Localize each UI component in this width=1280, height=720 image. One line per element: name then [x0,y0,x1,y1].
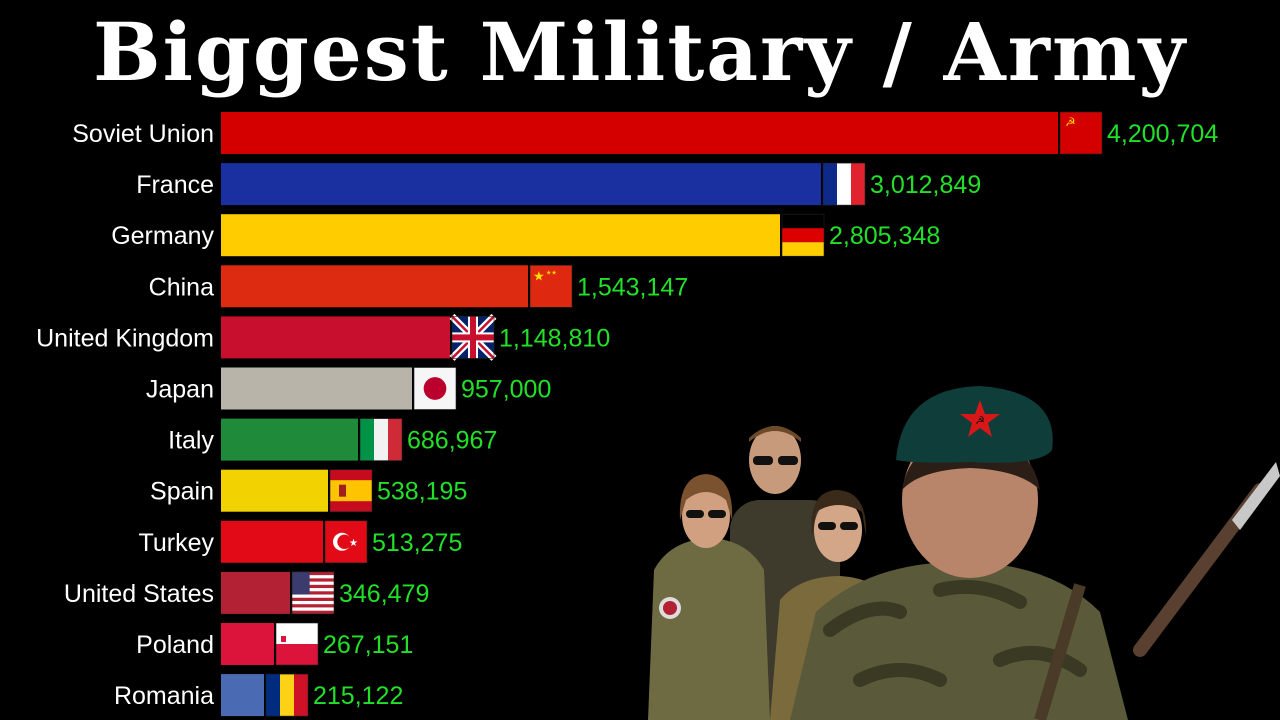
bar-france [221,163,821,206]
soldier-front: ☭ [790,386,1128,720]
category-label-united-states: United States [64,580,214,608]
bar-china [221,265,528,308]
chart-title: Biggest Military / Army [92,5,1188,99]
soldier-left [648,474,770,720]
value-label-spain: 538,195 [377,478,467,506]
value-label-japan: 957,000 [461,376,551,404]
japan-flag-icon [413,367,457,410]
svg-text:★: ★ [533,269,545,284]
value-label-united-states: 346,479 [339,580,429,608]
value-label-france: 3,012,849 [870,171,981,199]
bar-soviet-union [221,112,1058,154]
poland-flag-icon [275,622,319,666]
svg-text:★: ★ [349,538,358,549]
category-label-turkey: Turkey [139,529,215,557]
united-kingdom-flag-icon [449,313,497,361]
value-label-united-kingdom: 1,148,810 [499,324,610,352]
value-label-romania: 215,122 [313,682,403,710]
value-label-italy: 686,967 [407,427,497,455]
category-label-soviet-union: Soviet Union [72,120,214,148]
france-flag-icon [822,162,866,206]
italy-flag-icon [359,418,403,461]
bar-japan [221,367,412,410]
value-label-china: 1,543,147 [577,273,688,301]
soviet-union-flag-icon: ☭ [1059,111,1103,155]
category-label-spain: Spain [150,478,214,506]
bar-united-kingdom [221,316,450,359]
bar-italy [221,418,358,461]
bar-poland [221,623,274,665]
category-label-germany: Germany [111,222,214,250]
bar-turkey [221,520,323,563]
soldiers-photo: ☭ [648,386,1280,720]
rifle-icon [1133,462,1280,657]
bar-united-states [221,571,290,614]
spain-flag-icon [329,469,373,513]
germany-flag-icon [781,213,825,257]
category-label-romania: Romania [114,682,214,710]
value-label-soviet-union: 4,200,704 [1107,120,1218,148]
china-flag-icon: ★ ★★ [529,264,573,308]
category-label-japan: Japan [146,376,214,404]
bar-spain [221,469,328,512]
value-label-poland: 267,151 [323,631,413,659]
turkey-flag-icon: ★ [324,520,368,564]
svg-text:☭: ☭ [1065,115,1076,129]
bar-romania [221,674,264,717]
category-label-italy: Italy [168,427,214,455]
category-label-france: France [136,171,214,199]
united-states-flag-icon [291,571,335,615]
romania-flag-icon [265,673,309,717]
category-label-poland: Poland [136,631,214,659]
category-label-united-kingdom: United Kingdom [36,324,214,352]
bar-germany [221,214,780,257]
category-label-china: China [149,273,214,301]
svg-text:★★: ★★ [546,269,557,276]
value-label-turkey: 513,275 [372,529,462,557]
value-label-germany: 2,805,348 [829,222,940,250]
star-hammer-sickle-icon: ☭ [975,414,985,427]
